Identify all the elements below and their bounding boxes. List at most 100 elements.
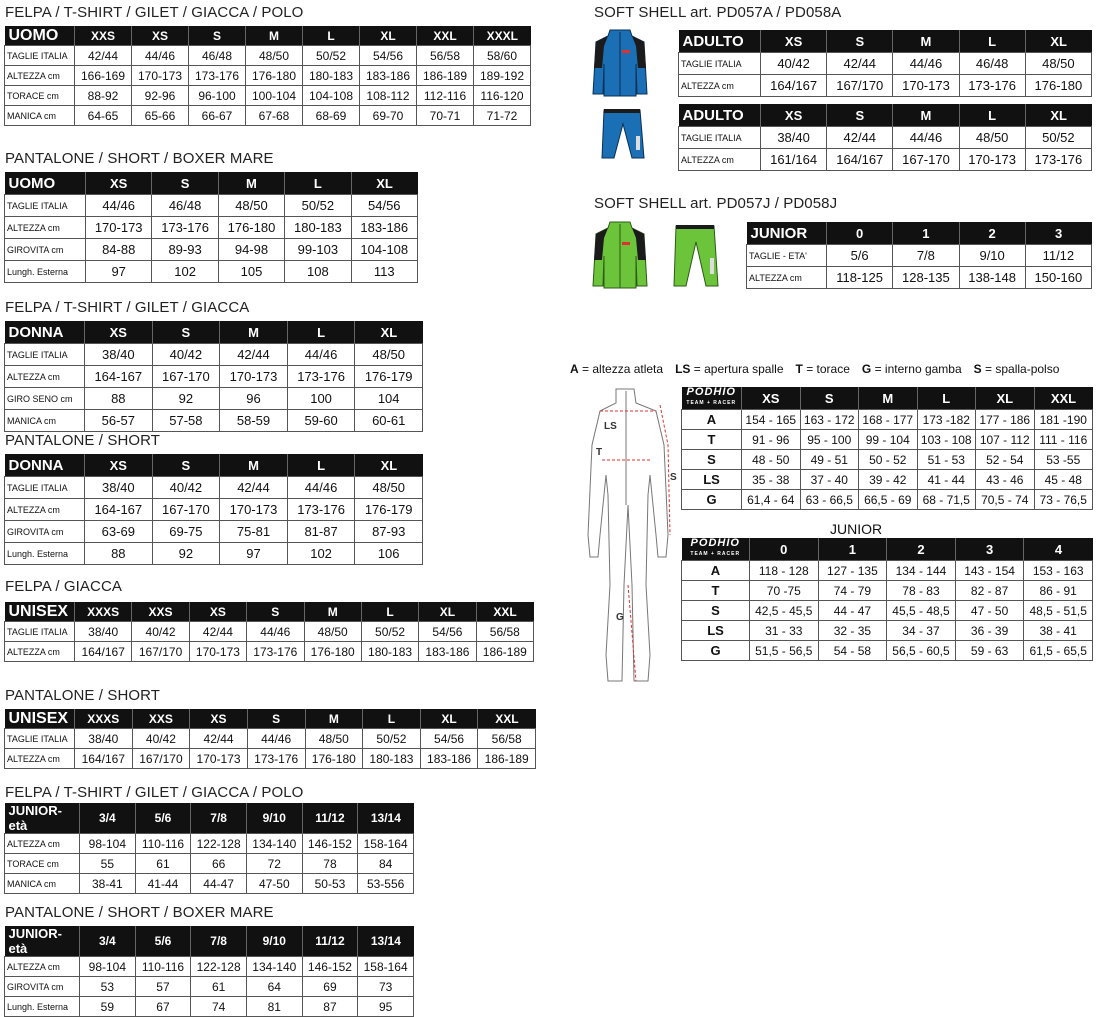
size-column-header: XL bbox=[419, 709, 478, 729]
table-cell: 47 - 50 bbox=[954, 600, 1025, 621]
table-cell: 38/40 bbox=[73, 621, 133, 642]
table-row: GIROVITA cm 63-69 69-75 75-81 81-87 87-93 bbox=[4, 520, 423, 543]
legend-text: = spalla-polso bbox=[985, 362, 1060, 376]
row-label: TORACE cm bbox=[4, 85, 75, 106]
row-label: ALTEZZA cm bbox=[746, 266, 827, 289]
podhio-logo: PODHIO TEAM + RACER bbox=[686, 386, 737, 407]
table-cell: 53 bbox=[79, 976, 136, 997]
table-cell: 48/50 bbox=[217, 194, 286, 217]
table-cell: 164/167 bbox=[759, 74, 828, 97]
table-cell: 164/167 bbox=[826, 148, 894, 171]
table-cell: 87 bbox=[301, 996, 359, 1017]
table-row: ALTEZZA cm 164/167 167/170 170-173 173-176 17… bbox=[4, 748, 536, 769]
table-row: TORACE cm 55 61 66 72 78 84 bbox=[4, 853, 414, 874]
row-label: TAGLIE ITALIA bbox=[4, 728, 75, 749]
table-cell: 78 bbox=[301, 853, 359, 874]
suit-adult-table: PODHIO TEAM + RACER XS S M L XL XXL A 154 - 165 16… bbox=[681, 387, 1093, 510]
table-row: ALTEZZA cm 170-173 173-176 176-180 180-183 18… bbox=[4, 216, 419, 239]
table-cell: 42/44 bbox=[826, 52, 894, 75]
table-header-row: JUNIOR 0 1 2 3 bbox=[746, 222, 1092, 245]
table-cell: 122-128 bbox=[190, 956, 247, 977]
table-cell: 59-60 bbox=[286, 409, 356, 432]
table-cell: 66 bbox=[190, 853, 247, 874]
table-cell: 32 - 35 bbox=[817, 620, 888, 641]
row-label: MANICA cm bbox=[4, 873, 80, 894]
table-cell: 164/167 bbox=[73, 641, 133, 662]
table-corner-label: DONNA bbox=[4, 321, 85, 344]
table-cell: 88-92 bbox=[74, 85, 132, 106]
table-cell: 48/50 bbox=[354, 343, 423, 366]
size-column-header: XL bbox=[1024, 30, 1092, 53]
size-column-header: XS bbox=[84, 172, 152, 195]
table-cell: 38/40 bbox=[74, 728, 133, 749]
table-cell: 94-98 bbox=[217, 238, 286, 261]
table-cell: 42/44 bbox=[188, 621, 248, 642]
table-cell: 48,5 - 51,5 bbox=[1023, 600, 1093, 621]
table-row: G 51,5 - 56,5 54 - 58 56,5 - 60,5 59 - 63 61,… bbox=[681, 640, 1093, 661]
table-cell: 59 bbox=[79, 996, 136, 1017]
table-row: ALTEZZA cm 164-167 167-170 170-173 173-176 17… bbox=[4, 498, 423, 521]
row-label: A bbox=[681, 409, 742, 430]
row-label: T bbox=[681, 580, 750, 601]
row-label: Lungh. Esterna bbox=[4, 260, 86, 283]
table-row: GIROVITA cm 84-88 89-93 94-98 99-103 104-108 bbox=[4, 238, 419, 261]
size-column-header: XXL bbox=[1033, 387, 1093, 410]
table-cell: 34 - 37 bbox=[886, 620, 956, 641]
table-cell: 61,4 - 64 bbox=[741, 489, 801, 510]
table-cell: 96-100 bbox=[188, 85, 246, 106]
table-row: GIRO SENO cm 88 92 96 100 104 bbox=[4, 387, 423, 410]
size-column-header: XL bbox=[975, 387, 1034, 410]
table-cell: 38/40 bbox=[759, 126, 828, 149]
table-cell: 146-152 bbox=[301, 833, 359, 854]
row-label: TORACE cm bbox=[4, 853, 80, 874]
legend-key: T bbox=[795, 362, 803, 376]
size-column-header: M bbox=[304, 709, 363, 729]
table-cell: 44/46 bbox=[246, 621, 305, 642]
size-column-header: 7/8 bbox=[190, 803, 247, 834]
size-column-header: XS bbox=[759, 104, 827, 127]
table-cell: 127 - 135 bbox=[817, 560, 888, 581]
legend-item: G = interno gamba bbox=[862, 362, 962, 376]
table-cell: 150-160 bbox=[1024, 266, 1093, 289]
table-cell: 5/6 bbox=[825, 244, 894, 267]
row-label: ALTEZZA cm bbox=[4, 748, 75, 769]
table-cell: 173-176 bbox=[246, 641, 305, 662]
table-cell: 51 - 53 bbox=[916, 449, 976, 470]
size-column-header: XL bbox=[350, 172, 418, 195]
table-header-row: JUNIOR-età 3/4 5/6 7/8 9/10 11/12 13/14 bbox=[4, 926, 414, 957]
size-column-header: XS bbox=[84, 321, 153, 344]
row-label: GIROVITA cm bbox=[4, 238, 86, 261]
table-cell: 42/44 bbox=[74, 45, 132, 66]
table-cell: 68-69 bbox=[302, 105, 360, 126]
size-column-header: 11/12 bbox=[301, 926, 358, 957]
table-cell: 122-128 bbox=[190, 833, 247, 854]
table-row: ALTEZZA cm 166-169 170-173 173-176 176-180 18… bbox=[4, 65, 531, 86]
table-cell: 173-176 bbox=[286, 498, 356, 521]
size-table-donna-pants: DONNA XS S M L XL TAGLIE ITALIA 38/40 40/42 42/44… bbox=[4, 454, 423, 565]
size-column-header: 4 bbox=[1023, 538, 1093, 561]
table-cell: 41 - 44 bbox=[916, 469, 976, 490]
size-column-header: XL bbox=[359, 26, 417, 46]
table-cell: 176-179 bbox=[354, 498, 423, 521]
suit-label-s: S bbox=[670, 472, 677, 483]
table-row: ALTEZZA cm 161/164 164/167 167-170 170-173 17… bbox=[678, 148, 1093, 171]
table-cell: 181 -190 bbox=[1033, 409, 1093, 430]
suit-junior-table: PODHIO TEAM + RACER 0 1 2 3 4 A 118 - 128 127 - 1… bbox=[681, 538, 1093, 661]
table-cell: 170-173 bbox=[219, 498, 288, 521]
row-label: ALTEZZA cm bbox=[4, 641, 75, 662]
table-cell: 69-70 bbox=[359, 105, 417, 126]
table-cell: 134-140 bbox=[245, 833, 303, 854]
size-column-header: L bbox=[958, 104, 1026, 127]
row-label: GIROVITA cm bbox=[4, 976, 80, 997]
table-cell: 50/52 bbox=[302, 45, 360, 66]
table-cell: 158-164 bbox=[357, 956, 414, 977]
row-label: G bbox=[681, 640, 750, 661]
table-cell: 84 bbox=[357, 853, 414, 874]
table-cell: 164-167 bbox=[84, 498, 153, 521]
table-corner-label: ADULTO bbox=[678, 30, 761, 53]
table-cell: 42/44 bbox=[189, 728, 248, 749]
table-row: TAGLIE ITALIA 38/40 40/42 42/44 44/46 48/50 50… bbox=[4, 621, 535, 642]
table-cell: 69 bbox=[301, 976, 359, 997]
table-cell: 56/58 bbox=[416, 45, 474, 66]
size-column-header: 5/6 bbox=[134, 926, 191, 957]
